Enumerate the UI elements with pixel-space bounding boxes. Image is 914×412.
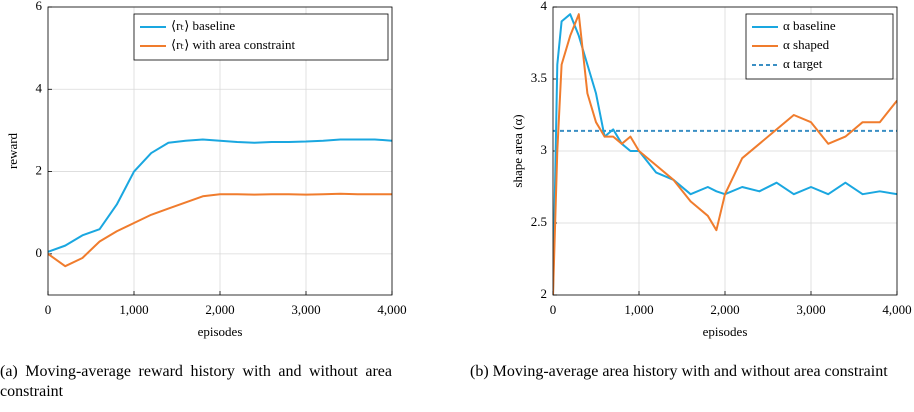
x-axis-label: episodes: [703, 324, 748, 339]
x-tick-label: 2,000: [710, 302, 739, 317]
y-tick-label: 4: [541, 0, 548, 13]
caption: (b) Moving-average area history with and…: [470, 363, 888, 380]
y-tick-label: 2.5: [531, 214, 547, 229]
y-tick-label: 3: [541, 142, 548, 157]
x-tick-label: 0: [45, 302, 52, 317]
x-tick-label: 4,000: [882, 302, 911, 317]
x-axis-label: episodes: [198, 324, 243, 339]
y-tick-label: 2: [36, 163, 43, 178]
caption: (a) Moving-average reward history with a…: [0, 363, 392, 400]
x-tick-label: 2,000: [205, 302, 234, 317]
axes-frame: [552, 6, 898, 296]
x-tick-label: 3,000: [291, 302, 320, 317]
x-tick-label: 4,000: [377, 302, 406, 317]
x-tick-label: 1,000: [119, 302, 148, 317]
legend-label: α baseline: [783, 18, 836, 33]
legend-box: [133, 13, 389, 61]
legend-label: ⟨rₜ⟩ with area constraint: [171, 37, 295, 52]
y-axis-label: reward: [5, 132, 20, 169]
axes-frame: [47, 6, 393, 296]
y-tick-label: 2: [541, 286, 548, 301]
legend-label: α target: [783, 56, 823, 71]
charts: 0 1,000 2,000 3,000 4,0000246episodesreward⟨…: [5, 0, 912, 339]
line: [48, 192, 392, 268]
y-tick-label: 4: [36, 80, 43, 95]
x-tick-label: 3,000: [796, 302, 825, 317]
legend-label: ⟨rₜ⟩ baseline: [171, 18, 235, 33]
y-tick-label: 3.5: [531, 70, 547, 85]
plot-area: [48, 138, 392, 268]
legend-label: α shaped: [783, 37, 830, 52]
y-axis-label: shape area (α): [510, 114, 525, 187]
plot-area: [553, 13, 897, 295]
x-tick-label: 0: [550, 302, 557, 317]
x-tick-label: 1,000: [624, 302, 653, 317]
line: [553, 13, 897, 295]
y-tick-label: 0: [36, 245, 43, 260]
y-tick-label: 6: [36, 0, 43, 13]
line: [48, 138, 392, 253]
